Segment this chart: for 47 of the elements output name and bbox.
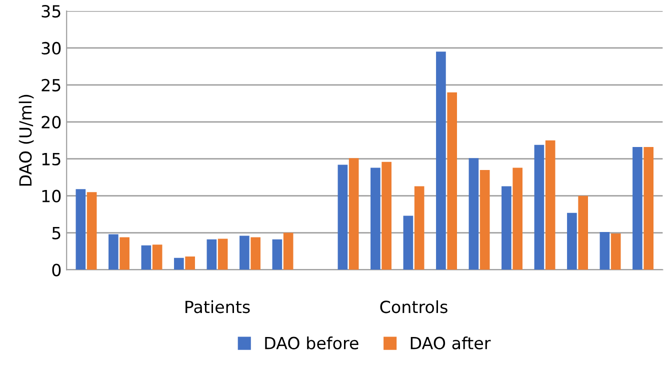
x-tick-label: Controls	[380, 300, 448, 314]
y-tick-label: 10	[42, 190, 61, 202]
bar	[120, 237, 130, 270]
x-tick-label: Patients	[186, 300, 250, 314]
bar	[272, 239, 282, 270]
bar	[534, 144, 544, 270]
bar	[436, 52, 446, 270]
bar	[644, 147, 654, 270]
y-axis-title: DAO (U/ml)	[18, 94, 34, 186]
bar	[250, 237, 260, 270]
bar	[338, 164, 348, 270]
bar	[567, 212, 577, 270]
bar	[578, 196, 588, 270]
y-tick-label: 5	[52, 226, 60, 240]
y-tick-label: 20	[42, 116, 61, 128]
bar	[108, 234, 118, 270]
bar	[218, 238, 228, 270]
y-tick-label: 15	[42, 153, 60, 166]
bar	[240, 236, 250, 270]
y-tick-label: 30	[42, 42, 61, 55]
bar	[86, 192, 97, 270]
bar	[512, 168, 522, 270]
bar	[468, 158, 479, 270]
bar	[414, 186, 424, 270]
bar	[632, 147, 642, 270]
bar	[610, 234, 621, 270]
bar	[370, 168, 380, 270]
bar	[502, 186, 512, 270]
bar	[174, 258, 184, 270]
bar	[206, 239, 217, 270]
bar	[382, 162, 392, 270]
bar	[76, 189, 86, 270]
bar	[152, 244, 162, 270]
bar	[480, 170, 490, 270]
legend-label: DAO before	[265, 336, 358, 350]
bar	[348, 158, 359, 270]
bar	[185, 256, 195, 270]
bar	[403, 216, 414, 270]
y-tick-label: 35	[42, 4, 60, 18]
bar	[283, 232, 294, 270]
bar	[141, 245, 152, 270]
bar	[447, 92, 457, 270]
legend-label: DAO after	[410, 336, 491, 350]
y-tick-label: 0	[52, 264, 61, 276]
bar	[600, 232, 610, 270]
bar	[545, 140, 556, 270]
y-tick-label: 25	[42, 78, 60, 92]
